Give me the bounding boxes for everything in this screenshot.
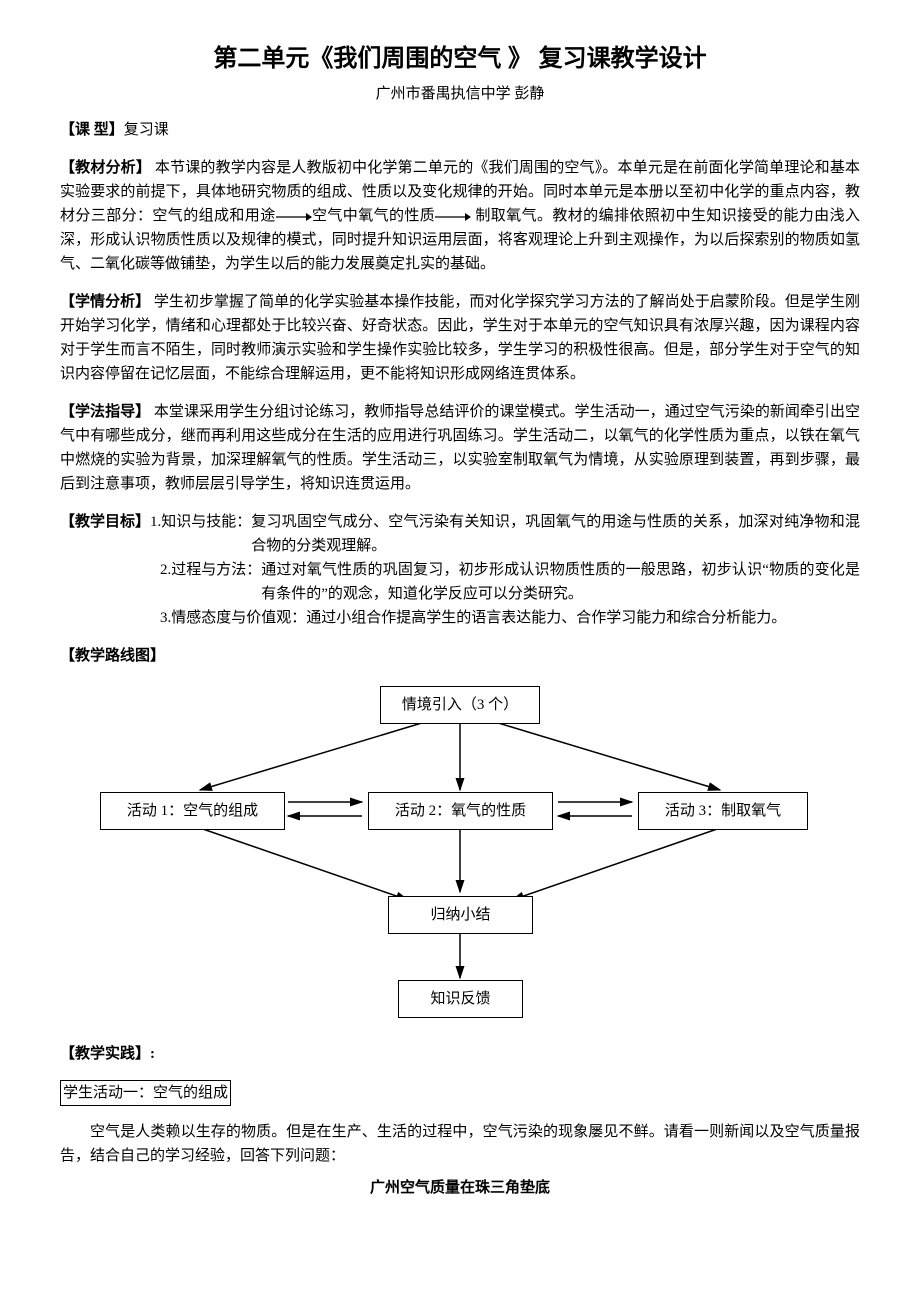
learner-label: 【学情分析】 — [60, 294, 150, 310]
activity1-box: 学生活动一：空气的组成 — [60, 1080, 231, 1106]
goal3-body: 通过小组合作提高学生的语言表达能力、合作学习能力和综合分析能力。 — [306, 606, 860, 630]
goal3-head: 3.情感态度与价值观： — [160, 606, 306, 630]
material-analysis: 【教材分析】 本节课的教学内容是人教版初中化学第二单元的《我们周围的空气》。本单… — [60, 156, 860, 276]
learner-analysis: 【学情分析】 学生初步掌握了简单的化学实验基本操作技能，而对化学探究学习方法的了… — [60, 290, 860, 386]
flow-arrows-svg — [80, 682, 840, 1022]
class-type-label: 【课 型】 — [60, 122, 124, 138]
flow-box-summary: 归纳小结 — [388, 896, 533, 934]
class-type-line: 【课 型】复习课 — [60, 118, 860, 142]
practice-label: 【教学实践】: — [60, 1046, 155, 1062]
material-body-mid: 空气中氧气的性质 — [312, 208, 436, 224]
arrow-icon — [276, 212, 312, 222]
doc-title: 第二单元《我们周围的空气 》 复习课教学设计 — [60, 40, 860, 78]
goals-label: 【教学目标】 — [60, 510, 150, 558]
flow-box-activity2: 活动 2：氧气的性质 — [368, 792, 553, 830]
class-type-value: 复习课 — [124, 122, 169, 138]
teaching-route-flowchart: 情境引入（3 个） 活动 1：空气的组成 活动 2：氧气的性质 活动 3：制取氧… — [80, 682, 840, 1022]
flow-box-activity1: 活动 1：空气的组成 — [100, 792, 285, 830]
goal1-body: 复习巩固空气成分、空气污染有关知识，巩固氧气的用途与性质的关系，加深对纯净物和混… — [251, 510, 860, 558]
route-label-line: 【教学路线图】 — [60, 644, 860, 668]
doc-subtitle: 广州市番禺执信中学 彭静 — [60, 82, 860, 106]
material-label: 【教材分析】 — [60, 160, 151, 176]
route-label: 【教学路线图】 — [60, 648, 165, 664]
flow-box-feedback: 知识反馈 — [398, 980, 523, 1018]
teaching-goals: 【教学目标】 1.知识与技能： 复习巩固空气成分、空气污染有关知识，巩固氧气的用… — [60, 510, 860, 630]
news-headline: 广州空气质量在珠三角垫底 — [60, 1176, 860, 1200]
learner-body: 学生初步掌握了简单的化学实验基本操作技能，而对化学探究学习方法的了解尚处于启蒙阶… — [60, 294, 860, 382]
flow-box-activity3: 活动 3：制取氧气 — [638, 792, 808, 830]
goal1-head: 1.知识与技能： — [150, 510, 251, 558]
practice-body: 空气是人类赖以生存的物质。但是在生产、生活的过程中，空气污染的现象屡见不鲜。请看… — [60, 1120, 860, 1168]
goal2-body: 通过对氧气性质的巩固复习，初步形成认识物质性质的一般思路，初步认识“物质的变化是… — [261, 558, 860, 606]
practice-label-line: 【教学实践】: — [60, 1042, 860, 1066]
method-guide: 【学法指导】 本堂课采用学生分组讨论练习，教师指导总结评价的课堂模式。学生活动一… — [60, 400, 860, 496]
arrow-icon — [435, 212, 471, 222]
method-label: 【学法指导】 — [60, 404, 150, 420]
goal2-head: 2.过程与方法： — [160, 558, 261, 606]
activity1-heading: 学生活动一：空气的组成 — [60, 1080, 860, 1106]
flow-box-context: 情境引入（3 个） — [380, 686, 540, 724]
method-body: 本堂课采用学生分组讨论练习，教师指导总结评价的课堂模式。学生活动一，通过空气污染… — [60, 404, 860, 492]
